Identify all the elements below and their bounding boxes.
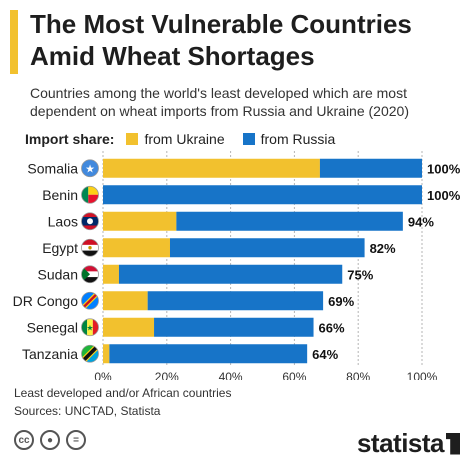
flag-border xyxy=(81,185,99,204)
legend: Import share: from Ukraine from Russia xyxy=(25,130,353,148)
x-tick-label: 40% xyxy=(219,370,243,380)
total-label: 100% xyxy=(427,161,461,176)
flag-border xyxy=(81,159,99,178)
total-label: 69% xyxy=(328,294,354,309)
svg-text:★: ★ xyxy=(85,163,95,175)
bar-russia xyxy=(103,185,422,205)
legend-item-russia: from Russia xyxy=(242,131,336,147)
attribution-icon: ● xyxy=(40,430,60,450)
total-label: 82% xyxy=(370,241,396,256)
flag-border xyxy=(81,291,99,310)
bar-russia xyxy=(169,238,365,258)
x-tick-label: 100% xyxy=(407,370,438,380)
total-label: 94% xyxy=(408,214,434,229)
no-derivatives-icon: = xyxy=(66,430,86,450)
title-accent-bar xyxy=(10,10,18,74)
total-label: 66% xyxy=(319,320,345,335)
license-icons: cc ● = xyxy=(14,430,86,450)
laos-flag-icon xyxy=(81,212,99,230)
flag-border xyxy=(81,344,99,363)
legend-swatch-russia xyxy=(242,133,255,145)
footnote: Least developed and/or African countries… xyxy=(14,384,231,420)
bar-ukraine xyxy=(103,264,119,284)
egypt-flag-icon xyxy=(81,239,99,257)
bar-russia xyxy=(154,317,314,337)
legend-item-ukraine: from Ukraine xyxy=(126,131,225,147)
chart-title: The Most Vulnerable Countries Amid Wheat… xyxy=(30,9,412,71)
category-label: Benin xyxy=(42,187,78,203)
benin-flag-icon xyxy=(81,186,99,204)
flag-border xyxy=(81,238,99,257)
footnote-sources: Sources: UNCTAD, Statista xyxy=(14,404,161,418)
category-label: Tanzania xyxy=(22,346,78,362)
statista-logo-text: statista xyxy=(356,428,445,458)
sudan-flag-icon xyxy=(81,265,99,283)
x-tick-label: 0% xyxy=(94,370,112,380)
flag-border xyxy=(81,212,99,231)
x-tick-label: 20% xyxy=(155,370,179,380)
bar-ukraine xyxy=(103,291,148,311)
total-label: 64% xyxy=(312,347,338,362)
category-label: DR Congo xyxy=(13,293,79,309)
bar-ukraine xyxy=(103,158,320,178)
bar-russia xyxy=(147,291,324,311)
statista-logo-mark xyxy=(446,432,460,455)
x-tick-label: 80% xyxy=(346,370,370,380)
legend-text-russia: from Russia xyxy=(260,131,336,147)
bar-ukraine xyxy=(103,211,177,231)
cc-icon: cc xyxy=(14,430,34,450)
total-label: 100% xyxy=(427,188,461,203)
bar-russia xyxy=(118,264,343,284)
chart-subtitle: Countries among the world's least develo… xyxy=(30,85,409,119)
statista-logo: statista xyxy=(357,428,460,459)
svg-text:★: ★ xyxy=(86,323,93,332)
senegal-flag-icon: ★ xyxy=(81,318,99,336)
legend-text-ukraine: from Ukraine xyxy=(144,131,225,147)
bar-ukraine xyxy=(103,238,170,258)
somalia-flag-icon: ★ xyxy=(81,159,99,177)
bar-ukraine xyxy=(103,344,110,364)
stacked-bar-chart: 0% 20% 40% 60% 80% 100% Somalia ★ 100% Benin 100% L… xyxy=(13,151,461,380)
bar-russia xyxy=(109,344,308,364)
category-label: Senegal xyxy=(27,319,78,335)
x-tick-label: 60% xyxy=(282,370,306,380)
flag-border xyxy=(81,265,99,284)
legend-swatch-ukraine xyxy=(126,133,139,145)
legend-label: Import share: xyxy=(25,131,115,147)
dr-congo-flag-icon xyxy=(81,292,99,310)
footnote-note: Least developed and/or African countries xyxy=(14,386,232,400)
bar-russia xyxy=(176,211,403,231)
category-label: Sudan xyxy=(38,266,78,282)
flag-border xyxy=(81,318,99,337)
total-label: 75% xyxy=(347,267,373,282)
category-label: Laos xyxy=(48,213,78,229)
bar-ukraine xyxy=(103,317,155,337)
category-label: Egypt xyxy=(42,240,78,256)
category-label: Somalia xyxy=(27,160,78,176)
bar-russia xyxy=(319,158,422,178)
